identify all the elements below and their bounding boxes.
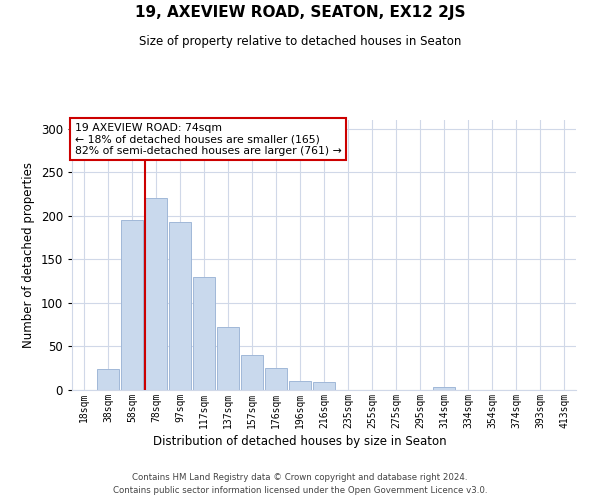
Bar: [217, 328, 239, 390]
Bar: [289, 382, 311, 390]
Bar: [433, 388, 455, 390]
Bar: [241, 355, 263, 390]
Bar: [121, 220, 143, 390]
Y-axis label: Number of detached properties: Number of detached properties: [22, 162, 35, 348]
Bar: [265, 368, 287, 390]
Bar: [169, 222, 191, 390]
Bar: [313, 382, 335, 390]
Text: Size of property relative to detached houses in Seaton: Size of property relative to detached ho…: [139, 35, 461, 48]
Text: Contains HM Land Registry data © Crown copyright and database right 2024.
Contai: Contains HM Land Registry data © Crown c…: [113, 474, 487, 495]
Text: Distribution of detached houses by size in Seaton: Distribution of detached houses by size …: [153, 435, 447, 448]
Bar: [145, 198, 167, 390]
Bar: [193, 277, 215, 390]
Text: 19 AXEVIEW ROAD: 74sqm
← 18% of detached houses are smaller (165)
82% of semi-de: 19 AXEVIEW ROAD: 74sqm ← 18% of detached…: [74, 122, 341, 156]
Text: 19, AXEVIEW ROAD, SEATON, EX12 2JS: 19, AXEVIEW ROAD, SEATON, EX12 2JS: [135, 5, 465, 20]
Bar: [97, 369, 119, 390]
